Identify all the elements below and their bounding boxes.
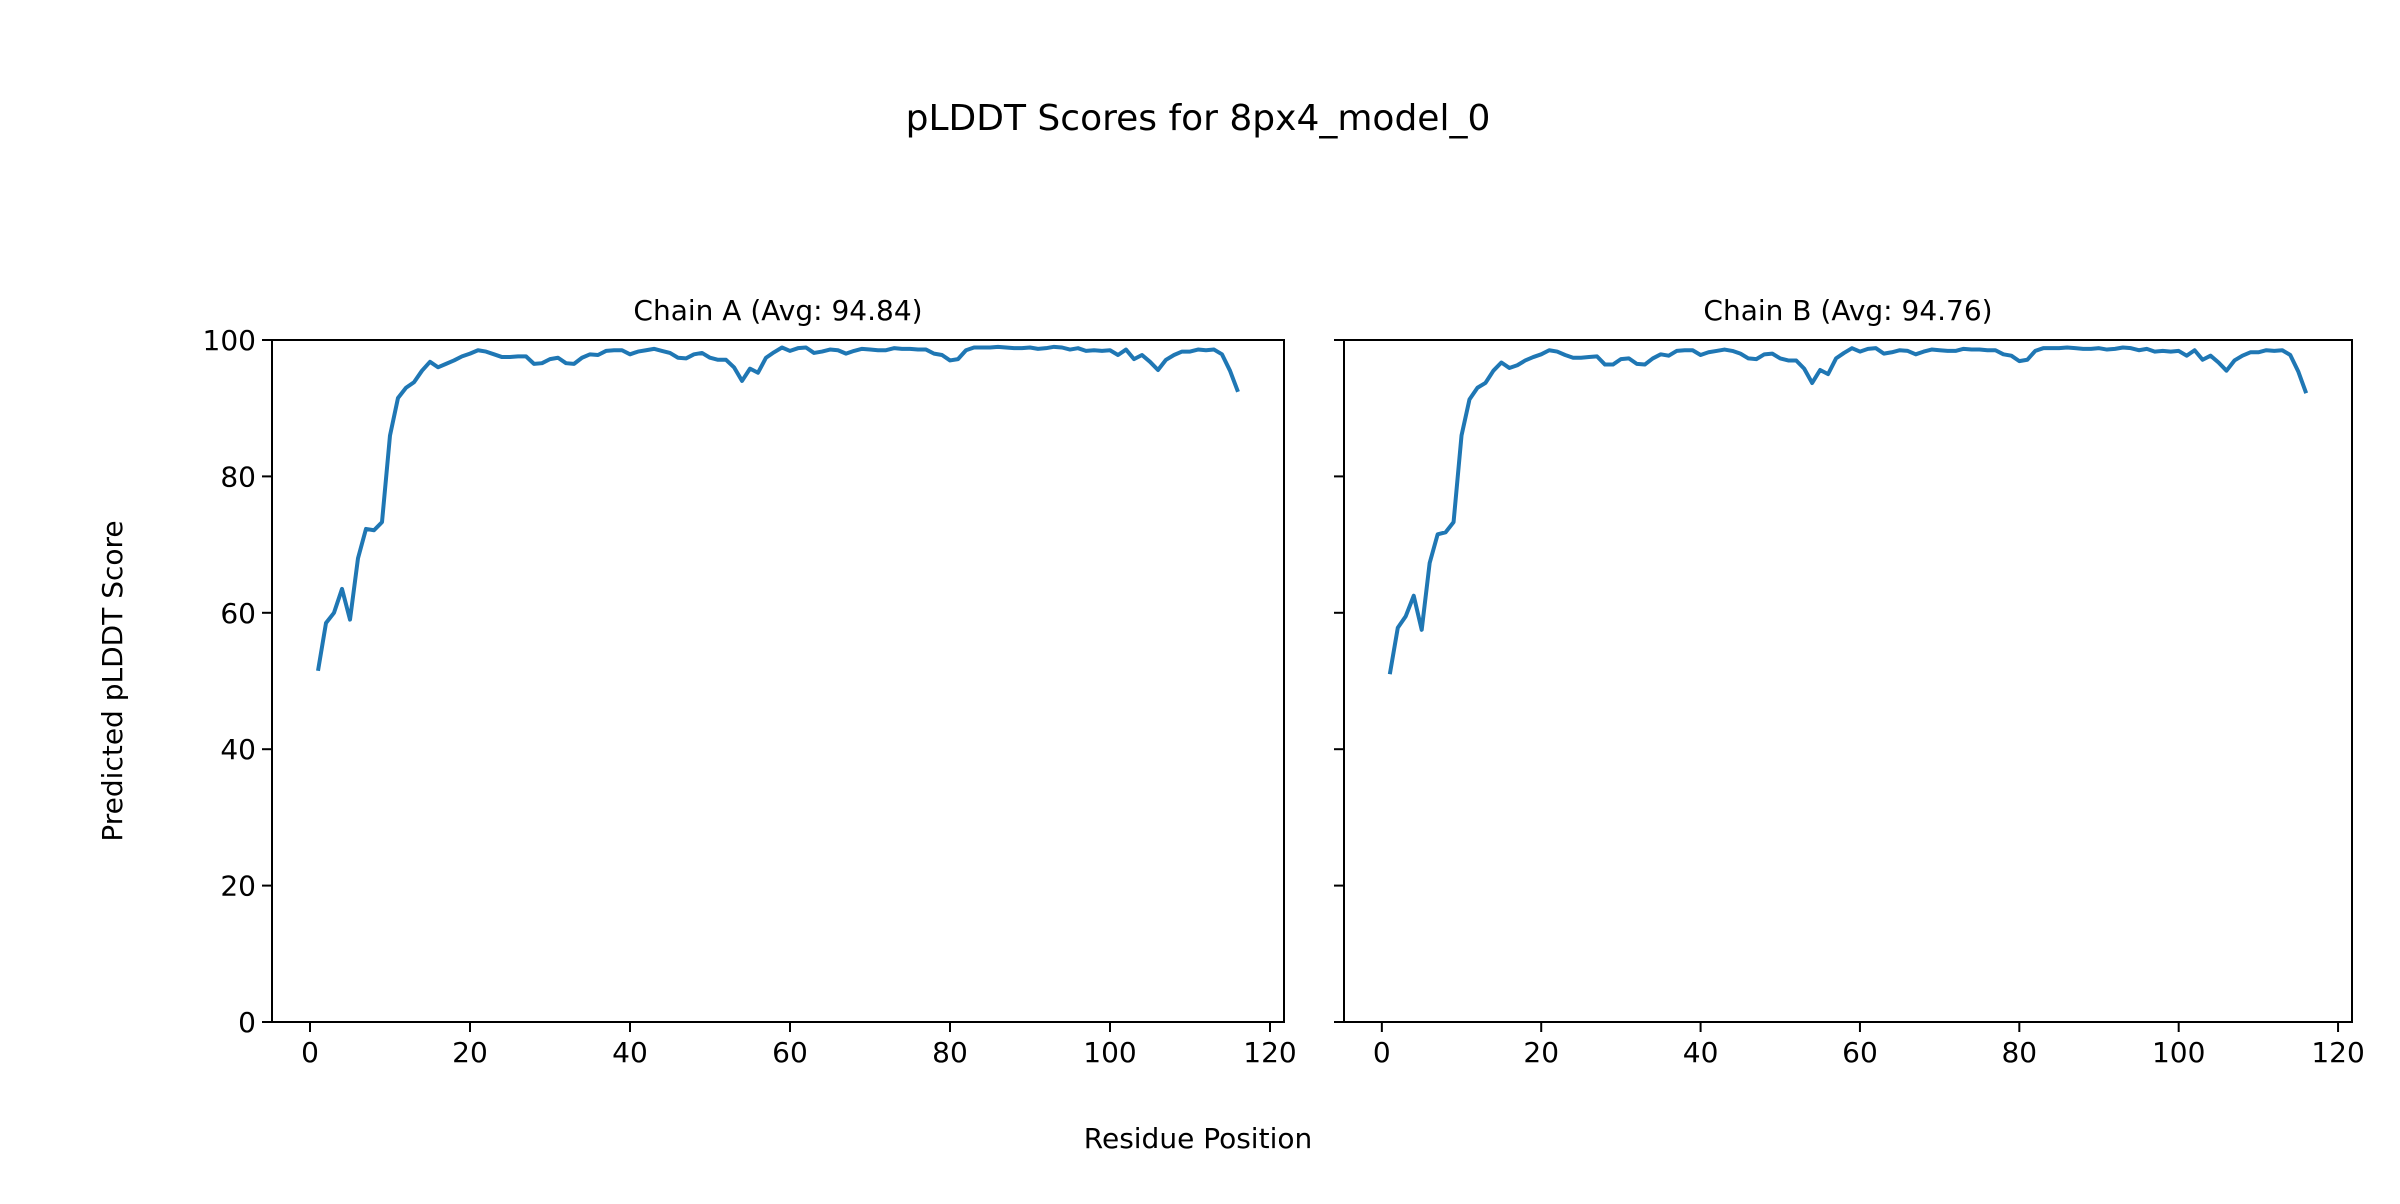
plddt-line (1387, 345, 2309, 675)
x-tick-label: 20 (452, 1036, 488, 1069)
x-tick-label: 120 (2311, 1036, 2364, 1069)
x-tick-label: 80 (2001, 1036, 2037, 1069)
x-tick-label: 40 (612, 1036, 648, 1069)
y-tick-label: 100 (203, 324, 256, 357)
x-tick-label: 20 (1523, 1036, 1559, 1069)
y-axis-label: Predicted pLDDT Score (96, 520, 129, 841)
y-tick-label: 0 (238, 1006, 256, 1039)
subplot-chain-b: Chain B (Avg: 94.76) 0 20 40 60 80 100 120 (1334, 294, 2365, 1069)
y-tick-label: 40 (220, 733, 256, 766)
x-tick-label: 60 (1842, 1036, 1878, 1069)
y-tick-label: 80 (220, 460, 256, 493)
x-tick-label: 0 (1373, 1036, 1391, 1069)
x-axis-label: Residue Position (1084, 1122, 1312, 1155)
x-tick-label: 100 (2152, 1036, 2205, 1069)
x-tick-label: 60 (772, 1036, 808, 1069)
x-tick-label: 100 (1083, 1036, 1136, 1069)
x-tick-label: 120 (1243, 1036, 1296, 1069)
axes-frame (271, 339, 1285, 1023)
subplot-title: Chain A (Avg: 94.84) (633, 294, 922, 327)
axes-frame (1343, 339, 2353, 1023)
y-tick-label: 20 (220, 870, 256, 903)
y-tick-label: 60 (220, 597, 256, 630)
x-tick-label: 0 (301, 1036, 319, 1069)
subplot-title: Chain B (Avg: 94.76) (1703, 294, 1992, 327)
x-tick-label: 40 (1683, 1036, 1719, 1069)
x-tick-label: 80 (932, 1036, 968, 1069)
figure-title: pLDDT Scores for 8px4_model_0 (906, 98, 1491, 139)
plddt-line (316, 344, 1240, 672)
subplot-chain-a: Chain A (Avg: 94.84) 0 20 40 60 80 100 120 0 20 40… (203, 294, 1297, 1069)
